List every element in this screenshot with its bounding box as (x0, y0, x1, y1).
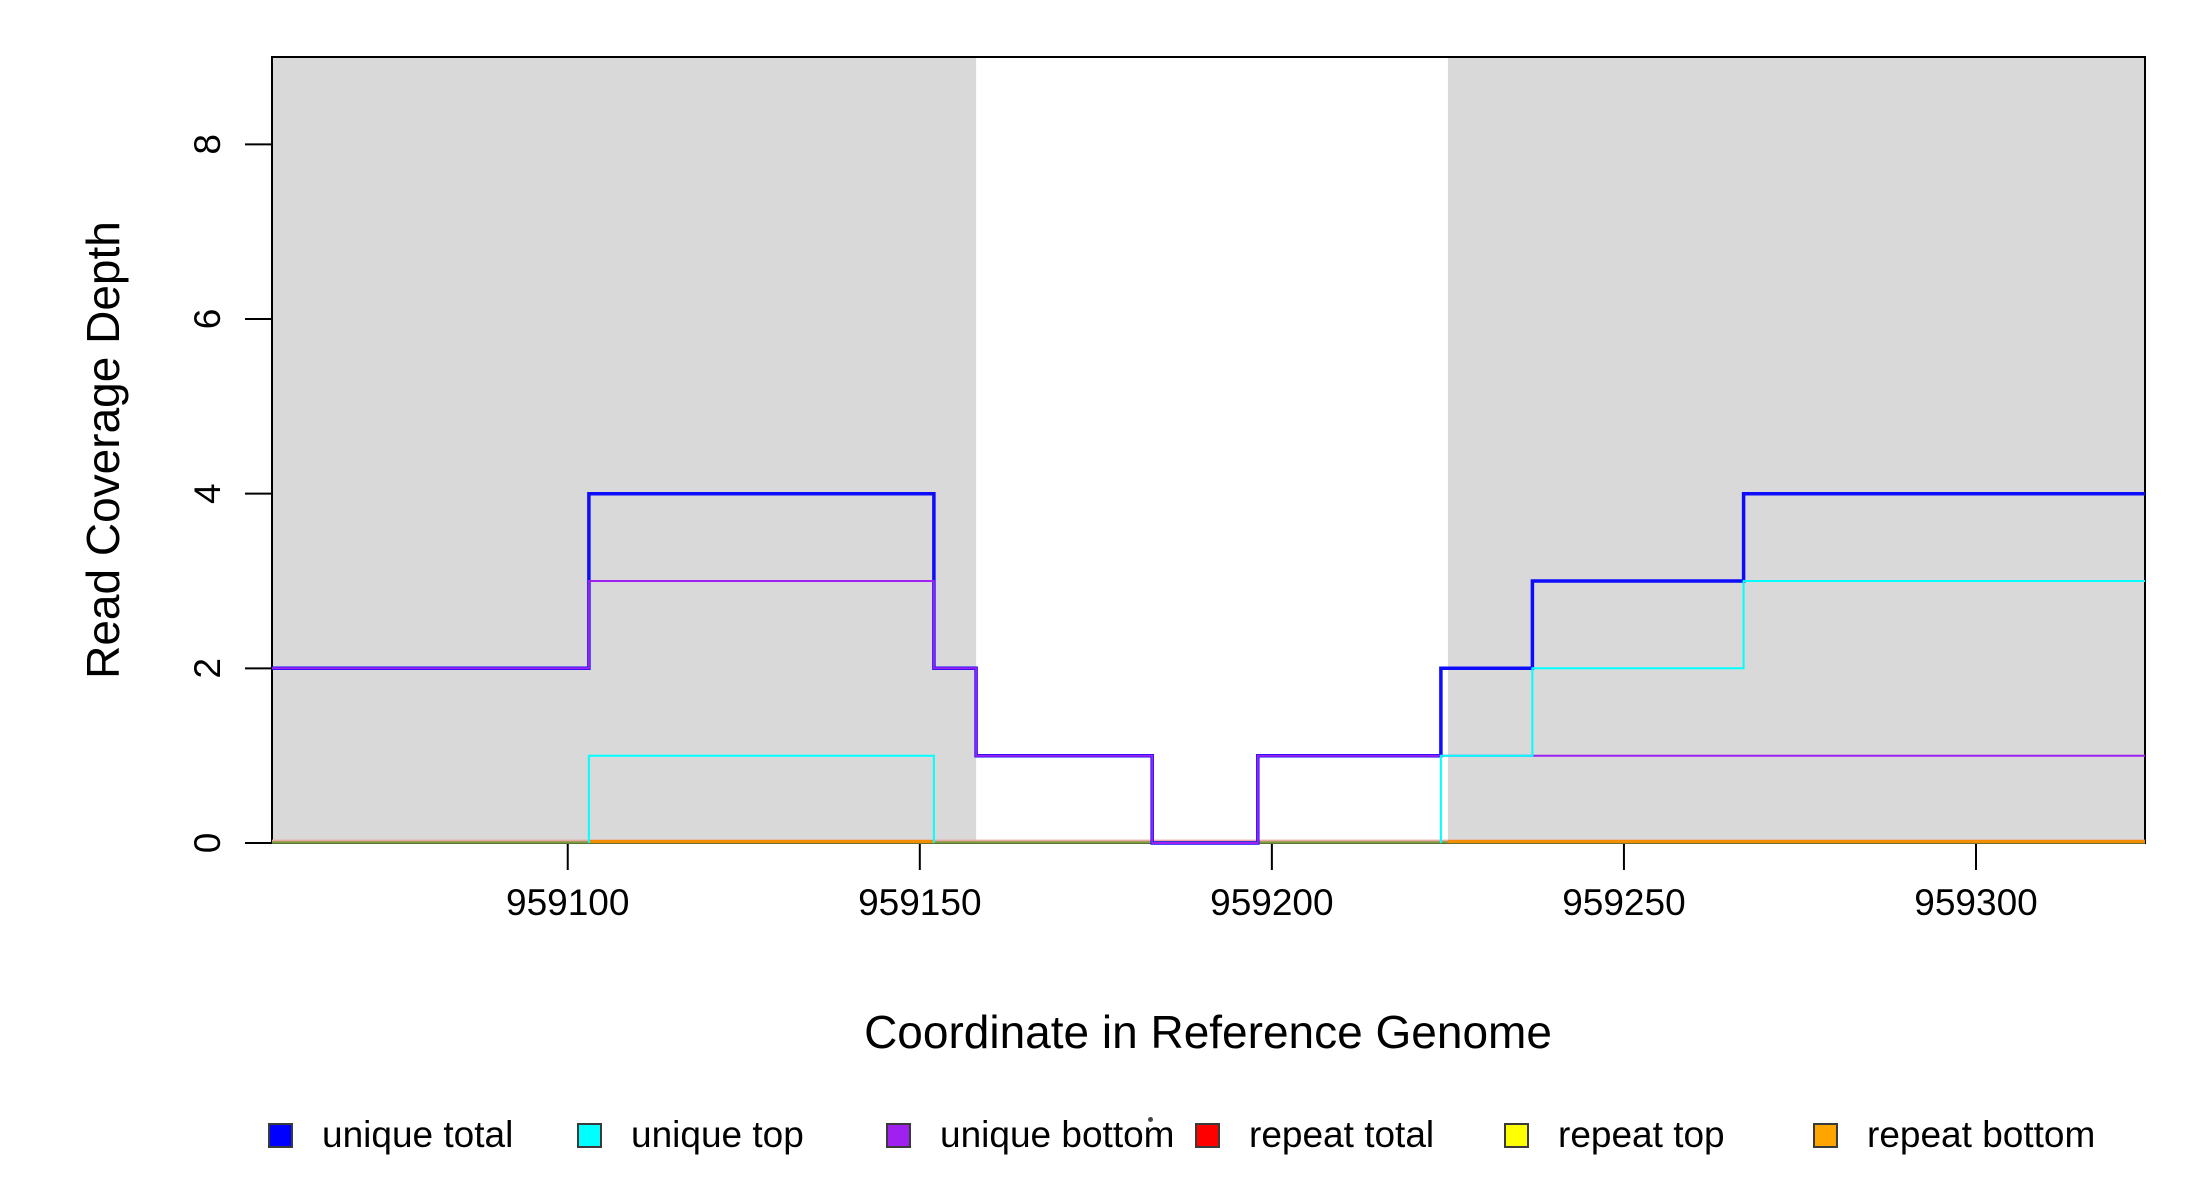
repeat-region-band (1447, 57, 2145, 843)
series-unique-top-line (1439, 580, 2145, 843)
legend-item-repeat-top: repeat top (1504, 1114, 1725, 1155)
y-tick-label: 2 (187, 658, 228, 679)
legend-swatch-repeat-bottom (1813, 1122, 1838, 1148)
legend-swatch-unique-bottom (886, 1122, 911, 1148)
x-tick-label: 959100 (506, 882, 629, 923)
legend-swatch-unique-top (577, 1122, 602, 1148)
legend-item-unique-top: unique top (577, 1114, 804, 1155)
stray-dot (1147, 1116, 1153, 1122)
x-tick-label: 959200 (1210, 882, 1333, 923)
series-unique-bottom-line (272, 580, 2145, 844)
repeat-region-band (272, 57, 977, 843)
x-tick-label: 959300 (1914, 882, 2037, 923)
x-tick-label: 959150 (858, 882, 981, 923)
legend-swatch-unique-total (268, 1122, 293, 1148)
y-tick-label: 6 (187, 309, 228, 330)
legend-label: repeat total (1249, 1114, 1435, 1155)
legend-item-unique-bottom: unique bottom (886, 1114, 1175, 1155)
legend-item-repeat-bottom: repeat bottom (1813, 1114, 2096, 1155)
y-tick-label: 8 (187, 134, 228, 155)
legend-swatch-repeat-top (1504, 1122, 1529, 1148)
legend-swatch-repeat-total (1195, 1122, 1220, 1148)
y-tick-label: 0 (187, 833, 228, 854)
y-axis-title: Read Coverage Depth (77, 221, 129, 679)
legend-label: unique top (631, 1114, 804, 1155)
series-unique-top-line (587, 754, 935, 843)
legend-item-unique-total: unique total (268, 1114, 514, 1155)
legend-item-repeat-total: repeat total (1195, 1114, 1435, 1155)
legend-label: repeat top (1558, 1114, 1725, 1155)
legend-label: unique bottom (940, 1114, 1175, 1155)
x-tick-label: 959250 (1562, 882, 1685, 923)
x-axis-title: Coordinate in Reference Genome (864, 1006, 1552, 1058)
legend-label: unique total (322, 1114, 514, 1155)
legend-label: repeat bottom (1867, 1114, 2096, 1155)
y-tick-label: 4 (187, 483, 228, 504)
